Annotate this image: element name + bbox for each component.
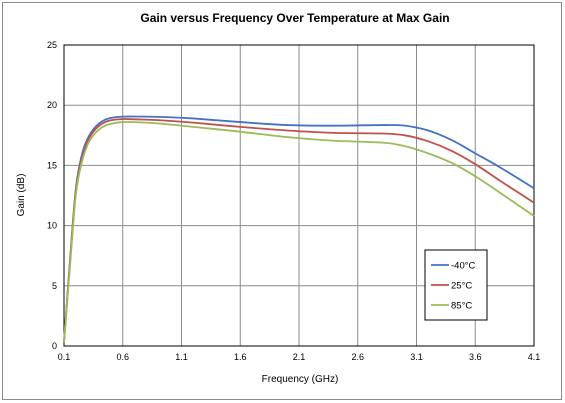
x-tick-label: 2.1 [293, 352, 306, 362]
y-tick-label: 5 [52, 281, 57, 291]
y-tick-label: 20 [47, 100, 57, 110]
series-lines [63, 115, 535, 343]
chart-title: Gain versus Frequency Over Temperature a… [140, 11, 449, 25]
x-tick-label: 0.1 [58, 352, 71, 362]
x-tick-label: 0.6 [116, 352, 129, 362]
legend: -40°C 25°C 85°C [424, 249, 488, 321]
y-axis-ticks: 0 5 10 15 20 25 [47, 40, 57, 351]
x-tick-label: 1.6 [234, 352, 247, 362]
x-axis-label: Frequency (GHz) [262, 374, 339, 385]
series-line [63, 115, 535, 343]
series-line [63, 121, 535, 343]
x-tick-label: 4.1 [528, 352, 541, 362]
series-line [63, 118, 535, 343]
x-axis-ticks: 0.1 0.6 1.1 1.6 2.1 2.6 3.1 3.6 4.1 [58, 352, 541, 362]
y-tick-label: 25 [47, 40, 57, 50]
y-axis-label: Gain (dB) [16, 174, 27, 217]
x-tick-label: 1.1 [175, 352, 188, 362]
plot-area [63, 44, 535, 347]
x-tick-label: 3.1 [410, 352, 423, 362]
y-tick-label: 10 [47, 221, 57, 231]
x-tick-label: 3.6 [469, 352, 482, 362]
legend-label: 25°C [451, 281, 472, 292]
legend-label: 85°C [451, 301, 472, 312]
chart-frame [2, 2, 562, 400]
x-tick-label: 2.6 [351, 352, 364, 362]
legend-label: -40°C [451, 261, 476, 272]
y-tick-label: 0 [52, 341, 57, 351]
y-tick-label: 15 [47, 160, 57, 170]
